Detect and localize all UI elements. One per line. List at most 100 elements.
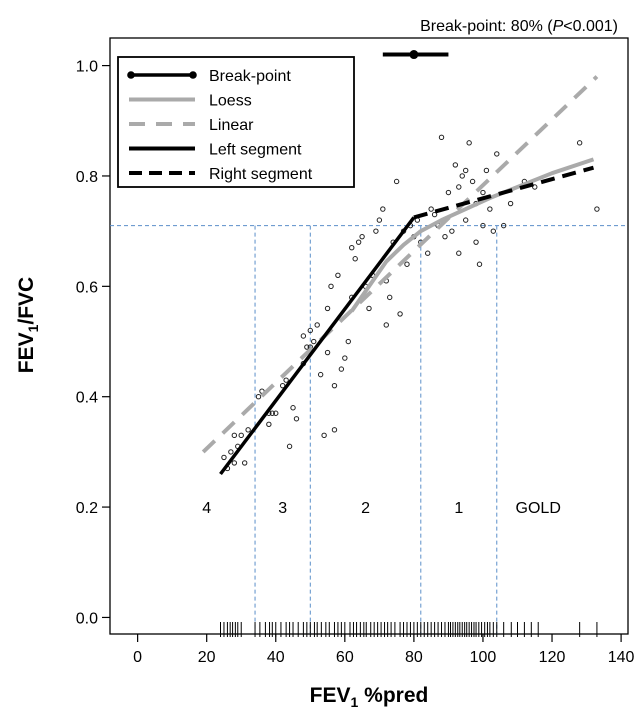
y-axis-title: FEV1/FVC [15,277,41,373]
data-point [393,178,400,185]
data-point [490,228,497,234]
data-point [387,294,393,301]
breakpoint-annotation: Break-point: 80% (P<0.001) [420,18,618,35]
x-tick-label: 60 [336,649,354,666]
data-point [480,189,486,196]
series-right-segment [413,165,595,220]
data-point [279,382,286,389]
gold-label: 3 [278,500,287,517]
legend-swatch-dot [127,71,135,79]
gold-label: 2 [361,500,370,517]
data-point [373,228,379,234]
data-point [238,432,244,439]
data-point [459,173,465,179]
x-tick-label: 0 [133,649,142,666]
data-point [383,322,389,328]
data-point [245,427,251,433]
plot-frame [109,37,629,635]
data-point [269,410,276,416]
data-point [376,217,383,223]
data-point [404,261,410,267]
fit-lines [201,75,599,476]
data-point [476,261,483,267]
data-point [487,206,493,212]
breakpoint-marker [382,50,449,60]
series-loess [350,157,595,313]
data-point [473,239,479,245]
data-point [231,432,238,439]
data-point [286,443,293,450]
data-point [324,349,331,356]
data-point [255,394,262,400]
legend-label: Right segment [209,166,313,183]
data-point [342,355,348,361]
x-tick-label: 140 [608,649,635,666]
data-point [442,233,448,240]
data-point [425,250,431,256]
data-point [324,305,331,312]
y-tick-label: 0.8 [76,169,98,186]
x-axis: 0 20 40 60 80 100 120 140 [133,634,635,666]
legend-label: Loess [209,93,252,110]
data-point [469,178,476,185]
data-point [290,405,296,411]
data-point [335,272,341,278]
legend-swatch-dot [189,71,197,79]
data-point [462,217,469,223]
gold-label: GOLD [516,500,561,517]
data-point [449,228,455,234]
data-point [352,256,358,262]
y-tick-label: 0.4 [76,390,98,407]
data-point [338,366,345,372]
data-point [428,206,434,212]
data-point [321,432,327,439]
data-point [273,410,279,416]
x-tick-label: 100 [470,649,497,666]
data-point [231,460,238,466]
data-point [300,333,307,339]
data-point [311,338,317,345]
scatter-points [221,134,600,472]
data-point [500,222,507,229]
data-point [480,222,486,229]
data-point [462,167,469,174]
data-point [307,327,313,334]
data-point [345,338,351,345]
data-point [241,460,248,466]
series-left-segment [219,216,416,476]
data-point [314,322,320,328]
data-point [576,140,583,146]
x-axis-title: FEV1 %pred [310,684,429,710]
data-point [466,140,472,146]
data-point [317,371,324,378]
data-point [221,454,227,461]
gold-label: 4 [202,500,211,517]
breakpoint-dot [409,50,419,60]
data-point [304,344,310,350]
data-point [328,283,334,290]
data-point [228,449,234,455]
data-point [494,151,500,157]
y-tick-label: 0.0 [76,610,98,627]
data-point [331,427,338,433]
data-point [331,382,338,389]
legend-label: Left segment [209,142,302,159]
data-point [380,206,386,212]
rug-marks [220,622,598,637]
gold-labels: 4 3 2 1 GOLD [202,500,561,517]
data-point [431,211,438,218]
x-tick-label: 20 [198,649,216,666]
data-point [366,305,372,312]
legend-label: Linear [209,117,254,134]
y-axis: 0.0 0.2 0.4 0.6 0.8 1.0 [76,59,110,627]
y-tick-label: 0.2 [76,500,98,517]
gold-label: 1 [454,500,463,517]
x-tick-label: 80 [405,649,423,666]
data-point [483,167,490,174]
data-point [397,311,403,317]
legend: Break-point Loess Linear Left segment Right … [117,56,355,188]
data-point [293,416,300,422]
data-point [355,239,362,245]
data-point [283,377,289,383]
